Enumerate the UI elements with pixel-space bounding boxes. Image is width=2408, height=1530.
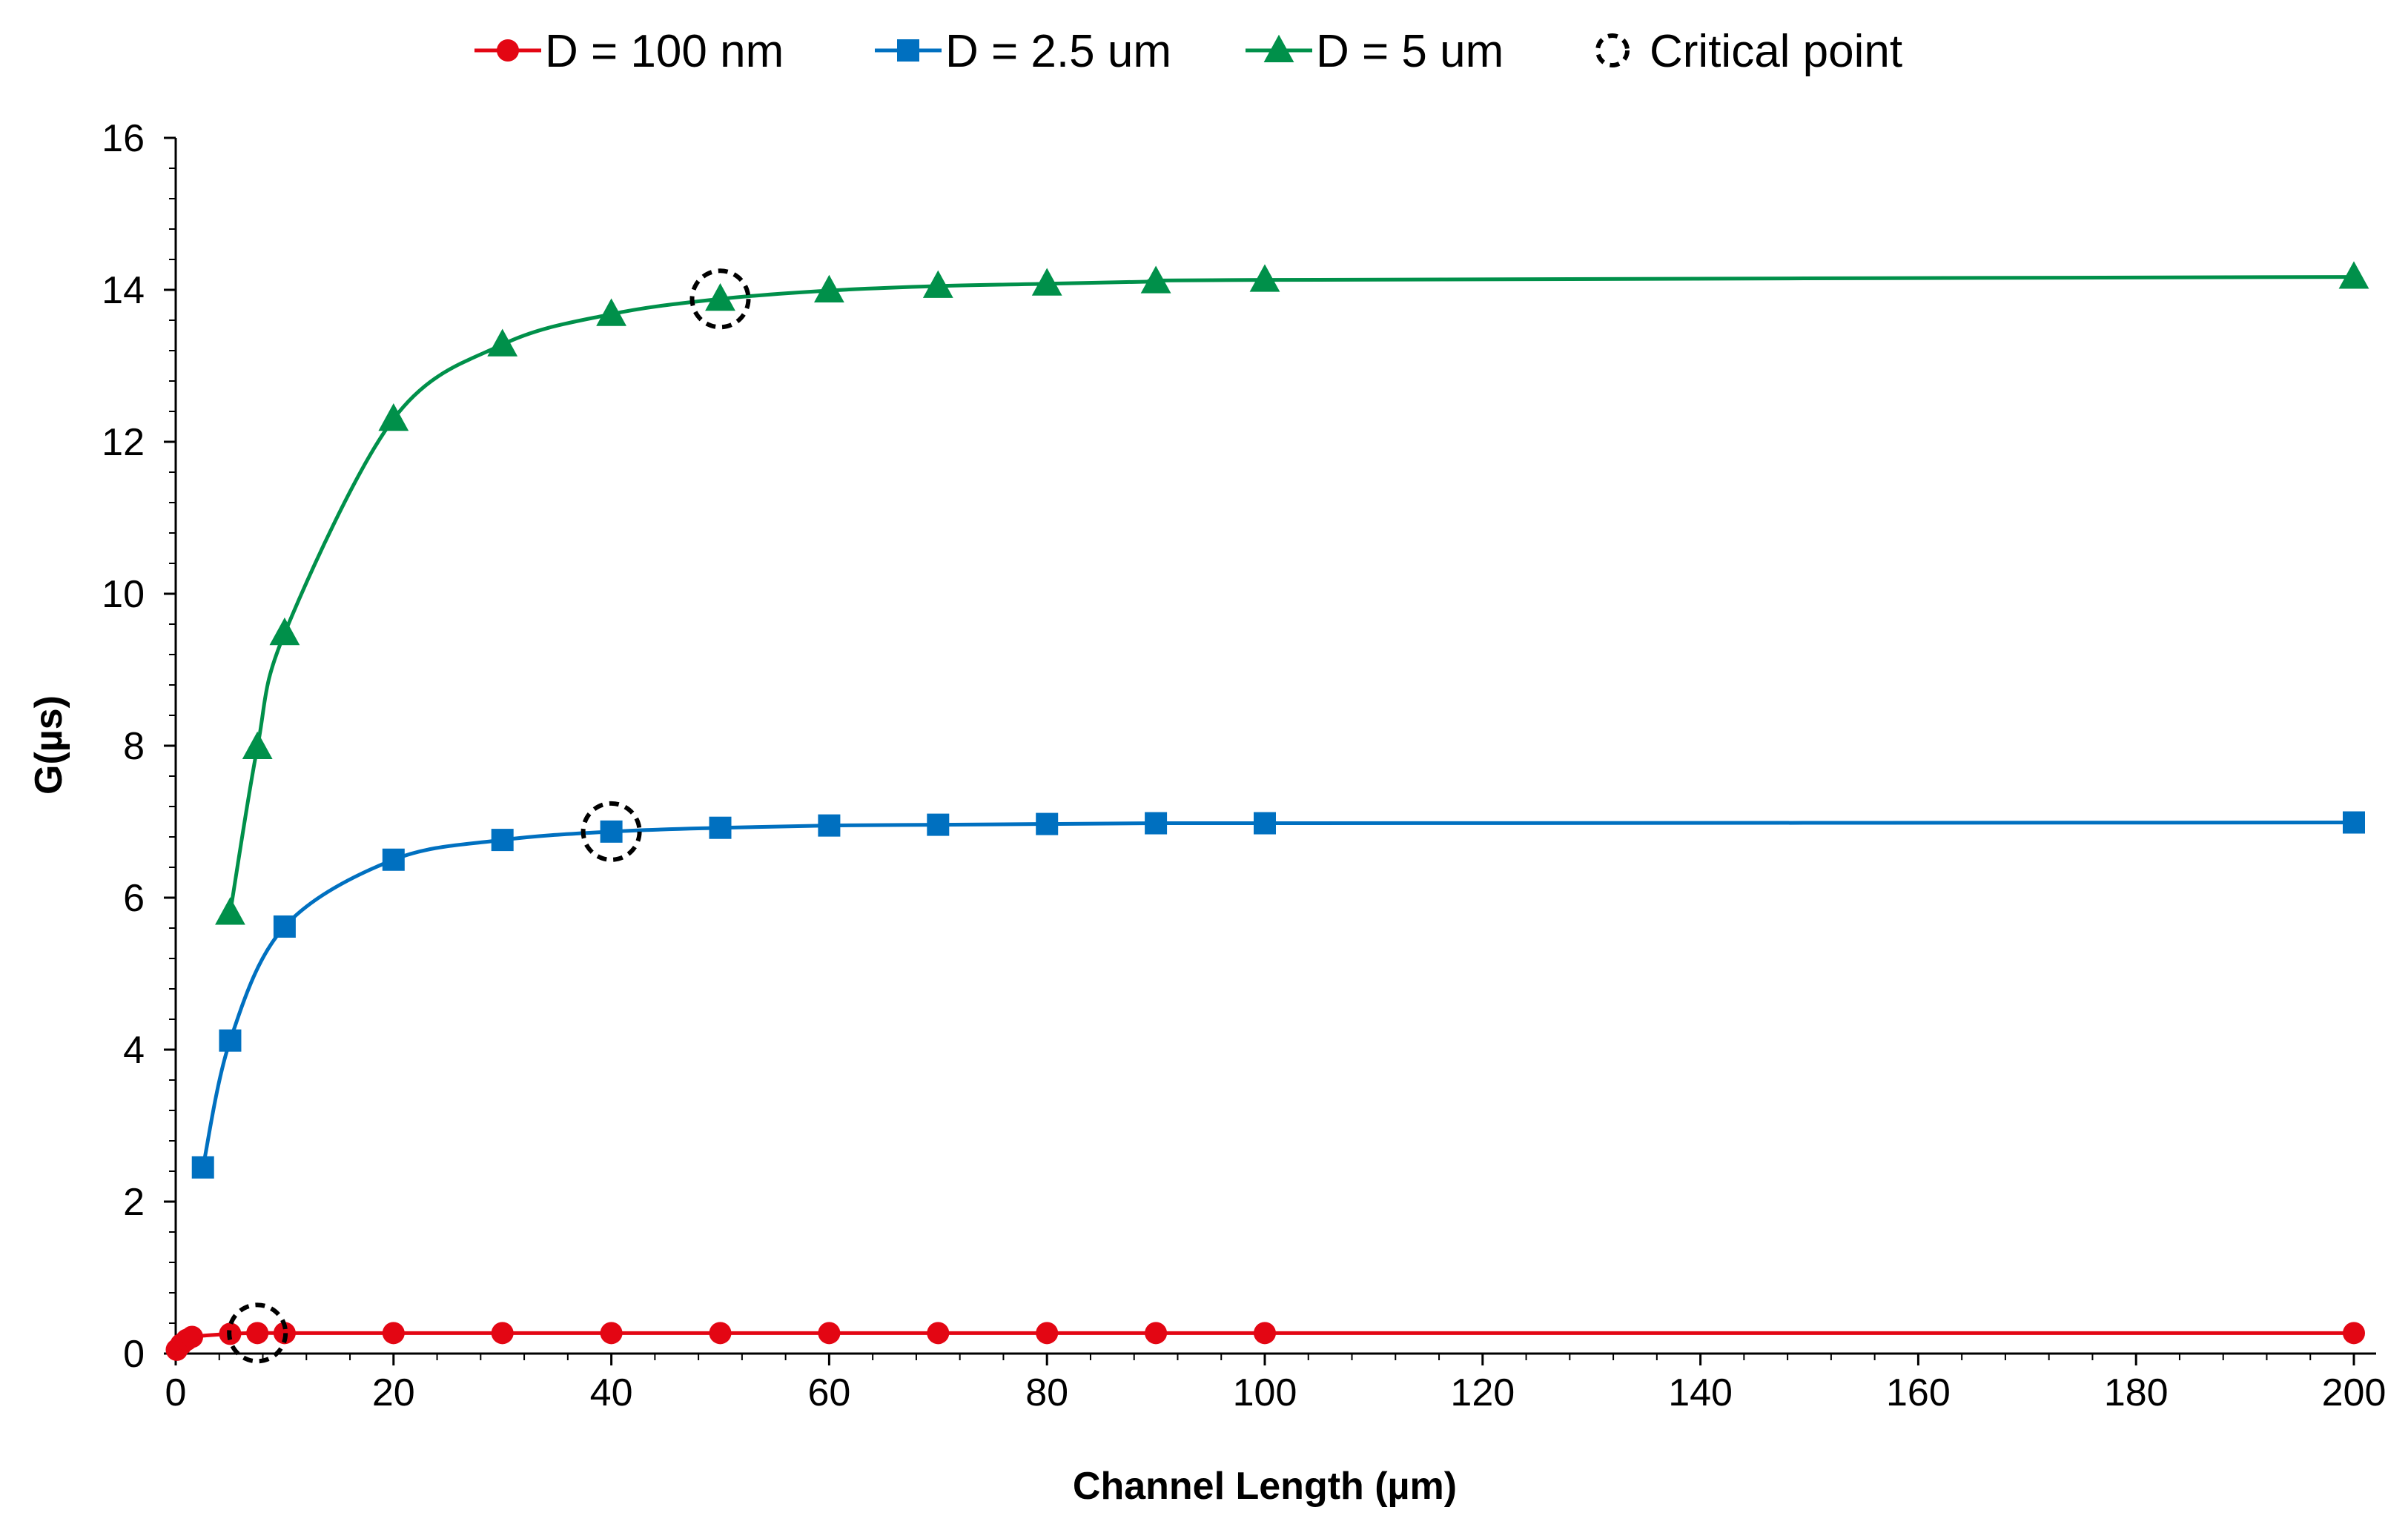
- data-point-triangle: [705, 283, 735, 311]
- data-point-circle: [181, 1325, 204, 1348]
- data-point-square: [382, 848, 405, 871]
- data-point-square: [927, 813, 950, 836]
- x-tick-label: 160: [1886, 1371, 1951, 1414]
- data-point-square: [273, 915, 296, 938]
- data-point-square: [219, 1029, 242, 1052]
- series-group: [165, 261, 2369, 1361]
- legend-label: D = 5 um: [1316, 26, 1504, 77]
- y-axis-title: G(µs): [27, 695, 70, 795]
- data-point-circle: [1145, 1322, 1168, 1345]
- data-point-triangle: [922, 270, 953, 298]
- data-point-triangle: [1249, 264, 1280, 292]
- legend-entry: D = 5 um: [1246, 26, 1504, 77]
- data-point-square: [491, 829, 514, 852]
- x-tick-label: 80: [1025, 1371, 1068, 1414]
- y-tick-label: 2: [123, 1181, 145, 1224]
- data-point-triangle: [596, 298, 626, 326]
- data-point-triangle: [215, 897, 245, 925]
- data-point-square: [1145, 812, 1168, 835]
- data-point-triangle: [814, 274, 844, 302]
- y-tick-label: 4: [123, 1029, 145, 1072]
- critical-point-marker: [689, 268, 751, 330]
- legend-label: Critical point: [1650, 26, 1902, 77]
- x-tick-label: 0: [165, 1371, 187, 1414]
- critical-point-marker: [580, 801, 642, 862]
- legend-marker-circle: [497, 39, 519, 62]
- data-point-circle: [1254, 1322, 1276, 1345]
- data-point-circle: [927, 1322, 950, 1345]
- data-point-circle: [818, 1322, 841, 1345]
- data-point-square: [818, 814, 841, 837]
- x-tick-label: 120: [1450, 1371, 1515, 1414]
- y-tick-label: 6: [123, 877, 145, 920]
- critical-points: [227, 268, 751, 1364]
- legend-marker-triangle: [1263, 34, 1294, 62]
- legend-marker-critical: [1595, 33, 1630, 67]
- data-point-square: [709, 816, 732, 839]
- y-tick-label: 14: [102, 269, 145, 312]
- x-axis-title: Channel Length (µm): [1073, 1465, 1457, 1508]
- x-tick-label: 180: [2104, 1371, 2169, 1414]
- data-point-triangle: [487, 328, 518, 357]
- data-point-square: [1254, 812, 1276, 835]
- data-point-triangle: [1031, 268, 1062, 296]
- data-point-triangle: [269, 617, 300, 646]
- data-point-triangle: [242, 731, 273, 759]
- data-point-circle: [246, 1322, 269, 1345]
- y-tick-label: 0: [123, 1333, 145, 1376]
- x-tick-label: 60: [807, 1371, 850, 1414]
- legend-entry: Critical point: [1595, 26, 1902, 77]
- y-tick-label: 10: [102, 573, 145, 616]
- y-tick-label: 12: [102, 421, 145, 464]
- y-tick-label: 8: [123, 725, 145, 768]
- legend-label: D = 2.5 um: [945, 26, 1171, 77]
- series-d-5-um: [215, 261, 2369, 925]
- data-point-square: [191, 1156, 214, 1179]
- legend-label: D = 100 nm: [545, 26, 784, 77]
- x-tick-label: 200: [2322, 1371, 2386, 1414]
- data-point-circle: [600, 1322, 623, 1345]
- data-point-circle: [1036, 1322, 1059, 1345]
- data-point-triangle: [1140, 265, 1171, 294]
- series-d-2-5-um: [191, 811, 2365, 1179]
- data-point-square: [2343, 811, 2365, 834]
- data-point-square: [600, 820, 623, 843]
- legend: D = 100 nm D = 2.5 um D = 5 um Critical poi…: [474, 26, 1902, 77]
- series-line: [228, 275, 2355, 913]
- x-tick-label: 140: [1668, 1371, 1733, 1414]
- data-point-triangle: [2338, 261, 2369, 289]
- data-point-square: [1036, 812, 1059, 835]
- x-tick-label: 20: [372, 1371, 415, 1414]
- x-tick-label: 40: [590, 1371, 633, 1414]
- series-line: [201, 821, 2355, 1168]
- data-point-circle: [491, 1322, 514, 1345]
- data-point-triangle: [378, 403, 409, 431]
- critical-point-marker: [227, 1302, 288, 1364]
- data-point-circle: [2343, 1322, 2365, 1345]
- x-tick-label: 100: [1233, 1371, 1297, 1414]
- y-tick-label: 16: [102, 117, 145, 160]
- legend-entry: D = 100 nm: [474, 26, 784, 77]
- legend-marker-square: [897, 39, 919, 62]
- legend-entry: D = 2.5 um: [875, 26, 1171, 77]
- data-point-circle: [709, 1322, 732, 1345]
- data-point-circle: [382, 1322, 405, 1345]
